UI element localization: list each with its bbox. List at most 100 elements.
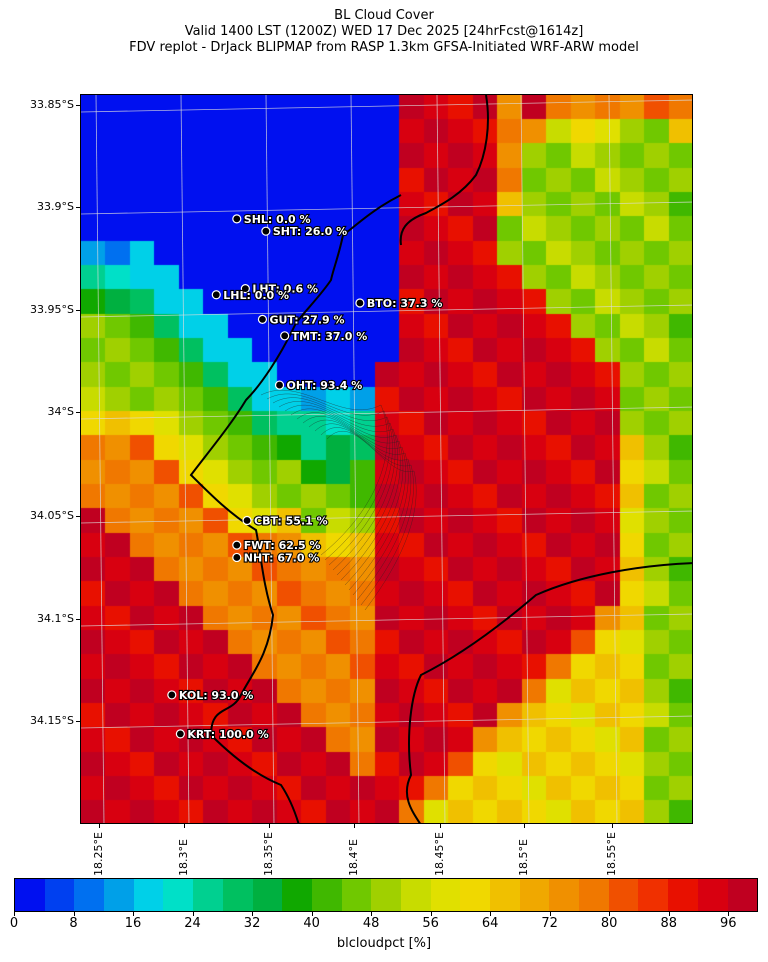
meridian-line bbox=[180, 95, 190, 823]
longitude-tick-mark bbox=[99, 824, 100, 828]
terrain-contour bbox=[296, 412, 404, 586]
latitude-tick-label: 34.05°S bbox=[30, 509, 74, 522]
colorbar-tick-mark bbox=[549, 912, 551, 916]
station-label: NHT: 67.0 % bbox=[244, 551, 320, 564]
station-marker bbox=[211, 290, 221, 300]
longitude-tick-label: 18.4°E bbox=[347, 839, 360, 876]
colorbar-tick-label: 32 bbox=[243, 916, 261, 931]
colorbar-tick-mark bbox=[371, 912, 373, 916]
colorbar-tick-mark bbox=[311, 912, 313, 916]
colorbar bbox=[14, 878, 758, 912]
longitude-tick-mark bbox=[524, 824, 525, 828]
colorbar-segment bbox=[400, 879, 431, 911]
map-subtitle: FDV replot - DrJack BLIPMAP from RASP 1.… bbox=[129, 40, 639, 55]
station-label: KOL: 93.0 % bbox=[179, 689, 254, 702]
colorbar-segment bbox=[311, 879, 342, 911]
colorbar-label: blcloudpct [%] bbox=[336, 936, 432, 951]
latitude-tick-label: 34°S bbox=[47, 405, 74, 418]
colorbar-tick-label: 24 bbox=[184, 916, 201, 931]
colorbar-tick-mark bbox=[490, 912, 492, 916]
parallel-line bbox=[81, 406, 692, 420]
colorbar-segment bbox=[638, 879, 669, 911]
station-marker bbox=[242, 515, 252, 526]
map-title: BL Cloud Cover bbox=[334, 8, 434, 23]
longitude-tick-label: 18.25°E bbox=[92, 832, 105, 876]
terrain-contour bbox=[284, 404, 398, 576]
map-panel: SHL: 0.0 % SHT: 26.0 % LHT: 0.6 % LHL: 0.0 … bbox=[80, 94, 693, 824]
colorbar-segment bbox=[74, 879, 105, 911]
colorbar-segment bbox=[252, 879, 283, 911]
meridian-line bbox=[265, 95, 275, 823]
terrain-contour bbox=[320, 427, 414, 606]
coastline-north bbox=[399, 95, 489, 246]
colorbar-tick-mark bbox=[73, 912, 75, 916]
station-label: BTO: 37.3 % bbox=[367, 297, 442, 310]
station-marker bbox=[167, 690, 177, 700]
terrain-contour bbox=[326, 431, 417, 611]
colorbar-tick-label: 48 bbox=[362, 916, 380, 931]
colorbar-segment bbox=[341, 879, 372, 911]
station-label: SHT: 26.0 % bbox=[273, 225, 347, 238]
colorbar-tick-label: 0 bbox=[9, 916, 19, 931]
colorbar-segment bbox=[193, 879, 223, 911]
longitude-tick-label: 18.55°E bbox=[605, 832, 618, 876]
station-label: OHT: 93.4 % bbox=[287, 379, 363, 392]
meridian-line bbox=[95, 95, 105, 823]
station-marker bbox=[240, 284, 250, 294]
coastline-west bbox=[189, 194, 402, 823]
station-label: CBT: 55.1 % bbox=[254, 515, 328, 528]
latitude-tick-mark bbox=[76, 105, 80, 106]
terrain-contour bbox=[308, 419, 409, 596]
terrain-contour bbox=[314, 423, 412, 601]
station-marker bbox=[261, 226, 271, 236]
parallel-line bbox=[81, 304, 692, 318]
terrain-contour bbox=[302, 416, 406, 591]
colorbar-segment bbox=[460, 879, 490, 911]
station-marker bbox=[232, 540, 242, 550]
latitude-tick-mark bbox=[76, 207, 80, 208]
parallel-line bbox=[81, 715, 692, 729]
latitude-tick-mark bbox=[76, 412, 80, 413]
meridian-line bbox=[436, 95, 446, 823]
latitude-tick-mark bbox=[76, 619, 80, 620]
colorbar-segment bbox=[371, 879, 401, 911]
map-valid-time: Valid 1400 LST (1200Z) WED 17 Dec 2025 [… bbox=[184, 24, 584, 39]
colorbar-segment bbox=[727, 879, 758, 911]
colorbar-tick-label: 96 bbox=[719, 916, 737, 931]
parallel-line bbox=[81, 201, 692, 215]
colorbar-segment bbox=[163, 879, 194, 911]
colorbar-tick-label: 64 bbox=[481, 916, 499, 931]
station-label: LHT: 0.6 % bbox=[252, 283, 318, 296]
colorbar-tick-mark bbox=[728, 912, 730, 916]
colorbar-tick-mark bbox=[14, 912, 15, 916]
longitude-tick-mark bbox=[184, 824, 185, 828]
terrain-contour bbox=[260, 389, 388, 556]
terrain-contour bbox=[266, 393, 391, 561]
colorbar-segment bbox=[668, 879, 698, 911]
station-label: KRT: 100.0 % bbox=[187, 728, 268, 741]
latitude-tick-label: 34.1°S bbox=[37, 612, 74, 625]
colorbar-tick-label: 72 bbox=[541, 916, 558, 931]
meridian-line bbox=[520, 95, 530, 823]
colorbar-tick-label: 16 bbox=[124, 916, 142, 931]
longitude-tick-mark bbox=[354, 824, 355, 828]
latitude-tick-mark bbox=[76, 310, 80, 311]
longitude-tick-label: 18.5°E bbox=[517, 839, 530, 876]
latitude-tick-label: 34.15°S bbox=[30, 714, 74, 727]
station-marker bbox=[257, 314, 268, 325]
terrain-contour bbox=[290, 408, 401, 581]
colorbar-segment bbox=[697, 879, 728, 911]
station-marker bbox=[232, 552, 242, 563]
parallel-line bbox=[81, 99, 692, 113]
coastline-false-bay bbox=[405, 562, 692, 823]
colorbar-tick-mark bbox=[430, 912, 432, 916]
station-label: GUT: 27.9 % bbox=[269, 313, 344, 326]
colorbar-segment bbox=[579, 879, 609, 911]
colorbar-segment bbox=[104, 879, 134, 911]
terrain-contour bbox=[278, 401, 396, 571]
longitude-tick-mark bbox=[269, 824, 270, 828]
colorbar-segment bbox=[608, 879, 639, 911]
station-label: SHL: 0.0 % bbox=[244, 213, 311, 226]
terrain-contour bbox=[272, 397, 393, 566]
latitude-tick-label: 33.85°S bbox=[30, 98, 74, 111]
